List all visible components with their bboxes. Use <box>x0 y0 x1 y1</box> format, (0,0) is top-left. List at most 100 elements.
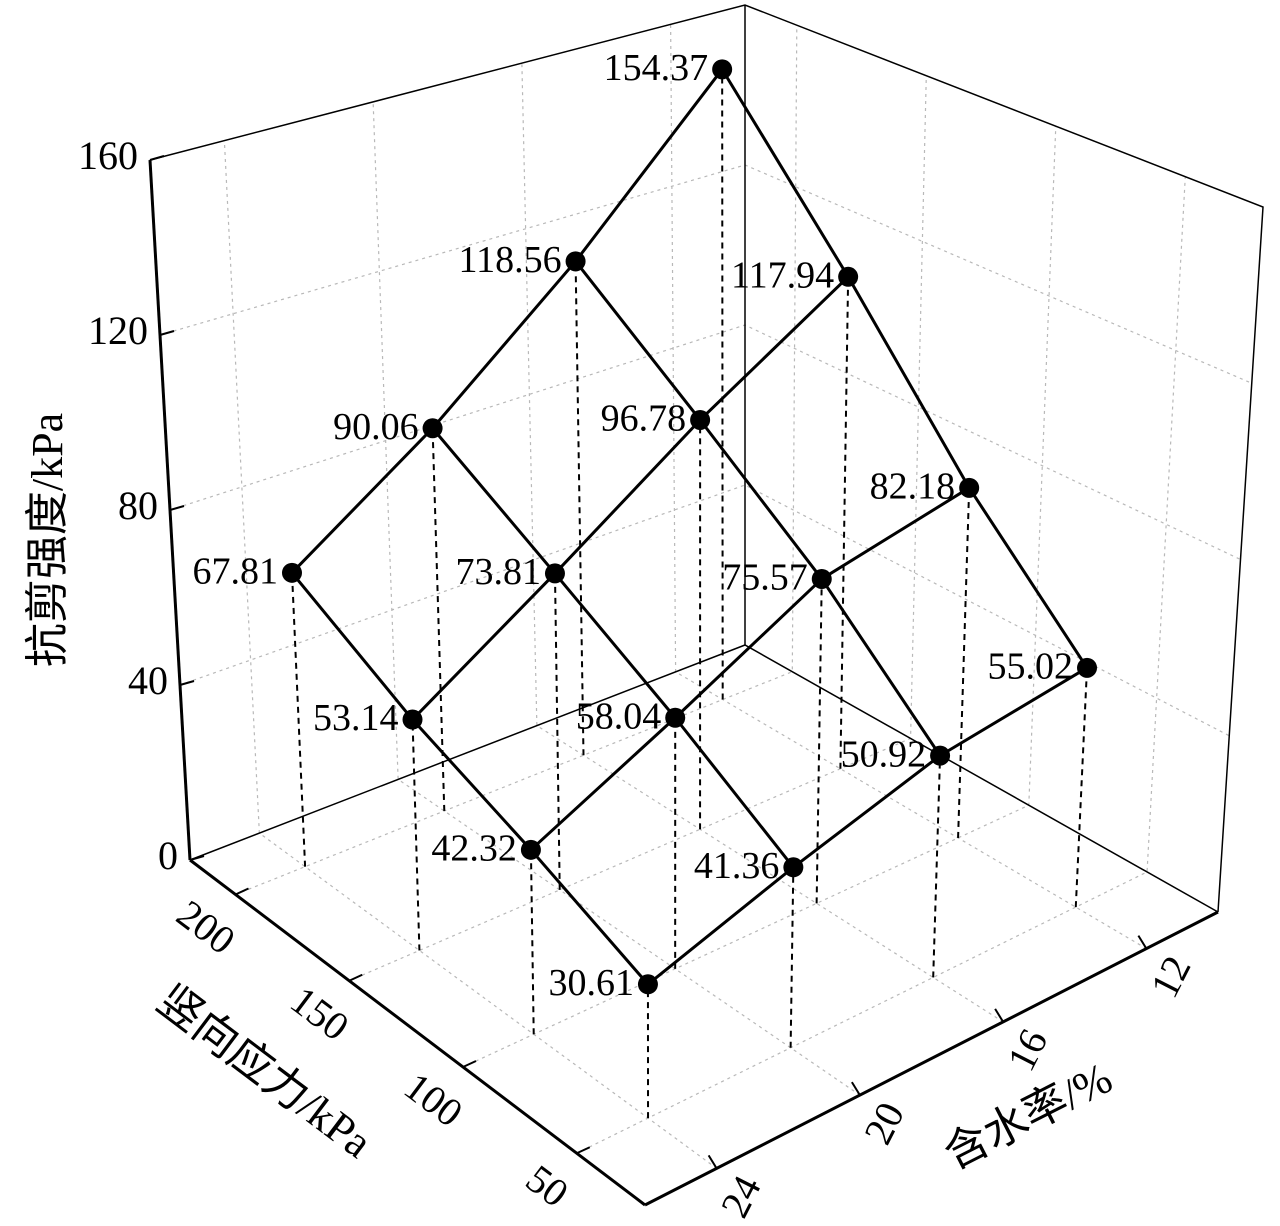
z-axis-label: 抗剪强度/kPa <box>23 413 72 667</box>
z-tick <box>169 505 185 511</box>
mesh-line <box>574 68 724 263</box>
drop-line <box>815 578 823 904</box>
y-tick <box>462 1060 477 1068</box>
data-label: 30.61 <box>548 962 634 1004</box>
mesh-line <box>290 571 414 721</box>
data-label: 73.81 <box>455 551 541 593</box>
mesh-line <box>939 666 1088 757</box>
drop-line <box>431 428 446 811</box>
data-label: 41.36 <box>694 845 780 887</box>
z-tick <box>159 330 175 336</box>
data-label: 55.02 <box>988 646 1074 688</box>
drop-line <box>529 849 535 1035</box>
mesh-line <box>553 418 702 575</box>
drop-line <box>553 573 561 890</box>
drop-line <box>574 261 585 756</box>
y-axis <box>189 858 646 1207</box>
data-label: 58.04 <box>576 695 662 737</box>
data-point <box>422 418 443 439</box>
y-tick <box>348 973 363 982</box>
z-tick-label: 0 <box>158 833 178 878</box>
drop-line <box>957 487 971 838</box>
drop-line <box>839 276 850 769</box>
y-tick <box>235 887 249 896</box>
x-tick <box>994 1008 1004 1023</box>
mesh-line <box>647 866 795 986</box>
box-edge <box>149 4 1264 913</box>
z-tick-label: 40 <box>128 658 168 703</box>
x-tick-label: 12 <box>1141 949 1199 1005</box>
data-point <box>281 562 302 583</box>
axis-box <box>148 4 1264 1207</box>
mesh-line <box>792 754 941 869</box>
data-point <box>838 266 859 287</box>
y-tick-label: 200 <box>169 891 244 963</box>
data-point <box>565 251 586 272</box>
y-tick-label: 50 <box>518 1156 577 1216</box>
z-tick-label: 80 <box>118 483 158 528</box>
data-point <box>520 839 541 860</box>
drop-line <box>721 69 724 700</box>
mesh-line <box>699 275 850 422</box>
data-layer <box>281 59 1098 1119</box>
mesh-line <box>529 848 650 986</box>
data-label: 118.56 <box>458 239 561 281</box>
mesh-line <box>820 486 970 581</box>
mesh-line <box>411 718 533 851</box>
data-label: 53.14 <box>313 697 399 739</box>
x-tick <box>1137 935 1148 950</box>
mesh-line <box>553 572 677 719</box>
drop-line <box>290 572 307 867</box>
data-label: 154.37 <box>604 47 709 89</box>
y-tick-label: 150 <box>282 977 357 1049</box>
mesh-line <box>698 419 823 580</box>
data-point <box>811 568 832 589</box>
grid-line <box>169 324 1241 561</box>
data-point <box>637 974 658 995</box>
mesh-line <box>574 260 702 421</box>
x-tick-label: 20 <box>855 1095 913 1151</box>
data-point <box>402 709 423 730</box>
data-point <box>1077 657 1098 678</box>
data-label: 90.06 <box>333 406 419 448</box>
data-label: 96.78 <box>601 398 687 440</box>
grid-line <box>576 176 1186 1154</box>
mesh-line <box>431 260 577 430</box>
grid-line <box>235 25 798 896</box>
data-point <box>930 745 951 766</box>
data-point <box>665 707 686 728</box>
mesh-line <box>290 427 434 574</box>
mesh-line <box>431 427 557 575</box>
mesh-line <box>674 716 795 869</box>
z-tick-label: 120 <box>88 308 148 353</box>
data-label: 75.57 <box>722 557 808 599</box>
x-tick-label: 16 <box>998 1022 1056 1078</box>
mesh-line <box>411 572 557 721</box>
mesh-line <box>529 716 677 851</box>
x-axis <box>644 910 1219 1207</box>
data-point <box>783 857 804 878</box>
grid-line <box>159 164 1252 384</box>
drop-line <box>411 719 421 951</box>
data-label: 42.32 <box>431 828 517 870</box>
x-tick-label: 24 <box>712 1168 770 1224</box>
drop-line <box>932 755 942 978</box>
x-tick <box>707 1154 718 1169</box>
z-tick <box>189 855 205 861</box>
data-label: 82.18 <box>870 466 956 508</box>
drop-line <box>1074 667 1089 908</box>
grid-line <box>521 63 1004 1023</box>
data-label: 67.81 <box>192 551 278 593</box>
data-point <box>712 59 733 80</box>
z-tick <box>149 155 165 161</box>
mesh-line <box>820 578 942 757</box>
y-tick-label: 100 <box>396 1064 471 1136</box>
mesh-line <box>967 487 1089 669</box>
y-tick <box>576 1146 591 1155</box>
data-point <box>544 563 565 584</box>
x-tick <box>851 1081 861 1096</box>
mesh-line <box>720 68 850 278</box>
grid-line <box>223 140 717 1169</box>
z-tick <box>179 680 195 686</box>
